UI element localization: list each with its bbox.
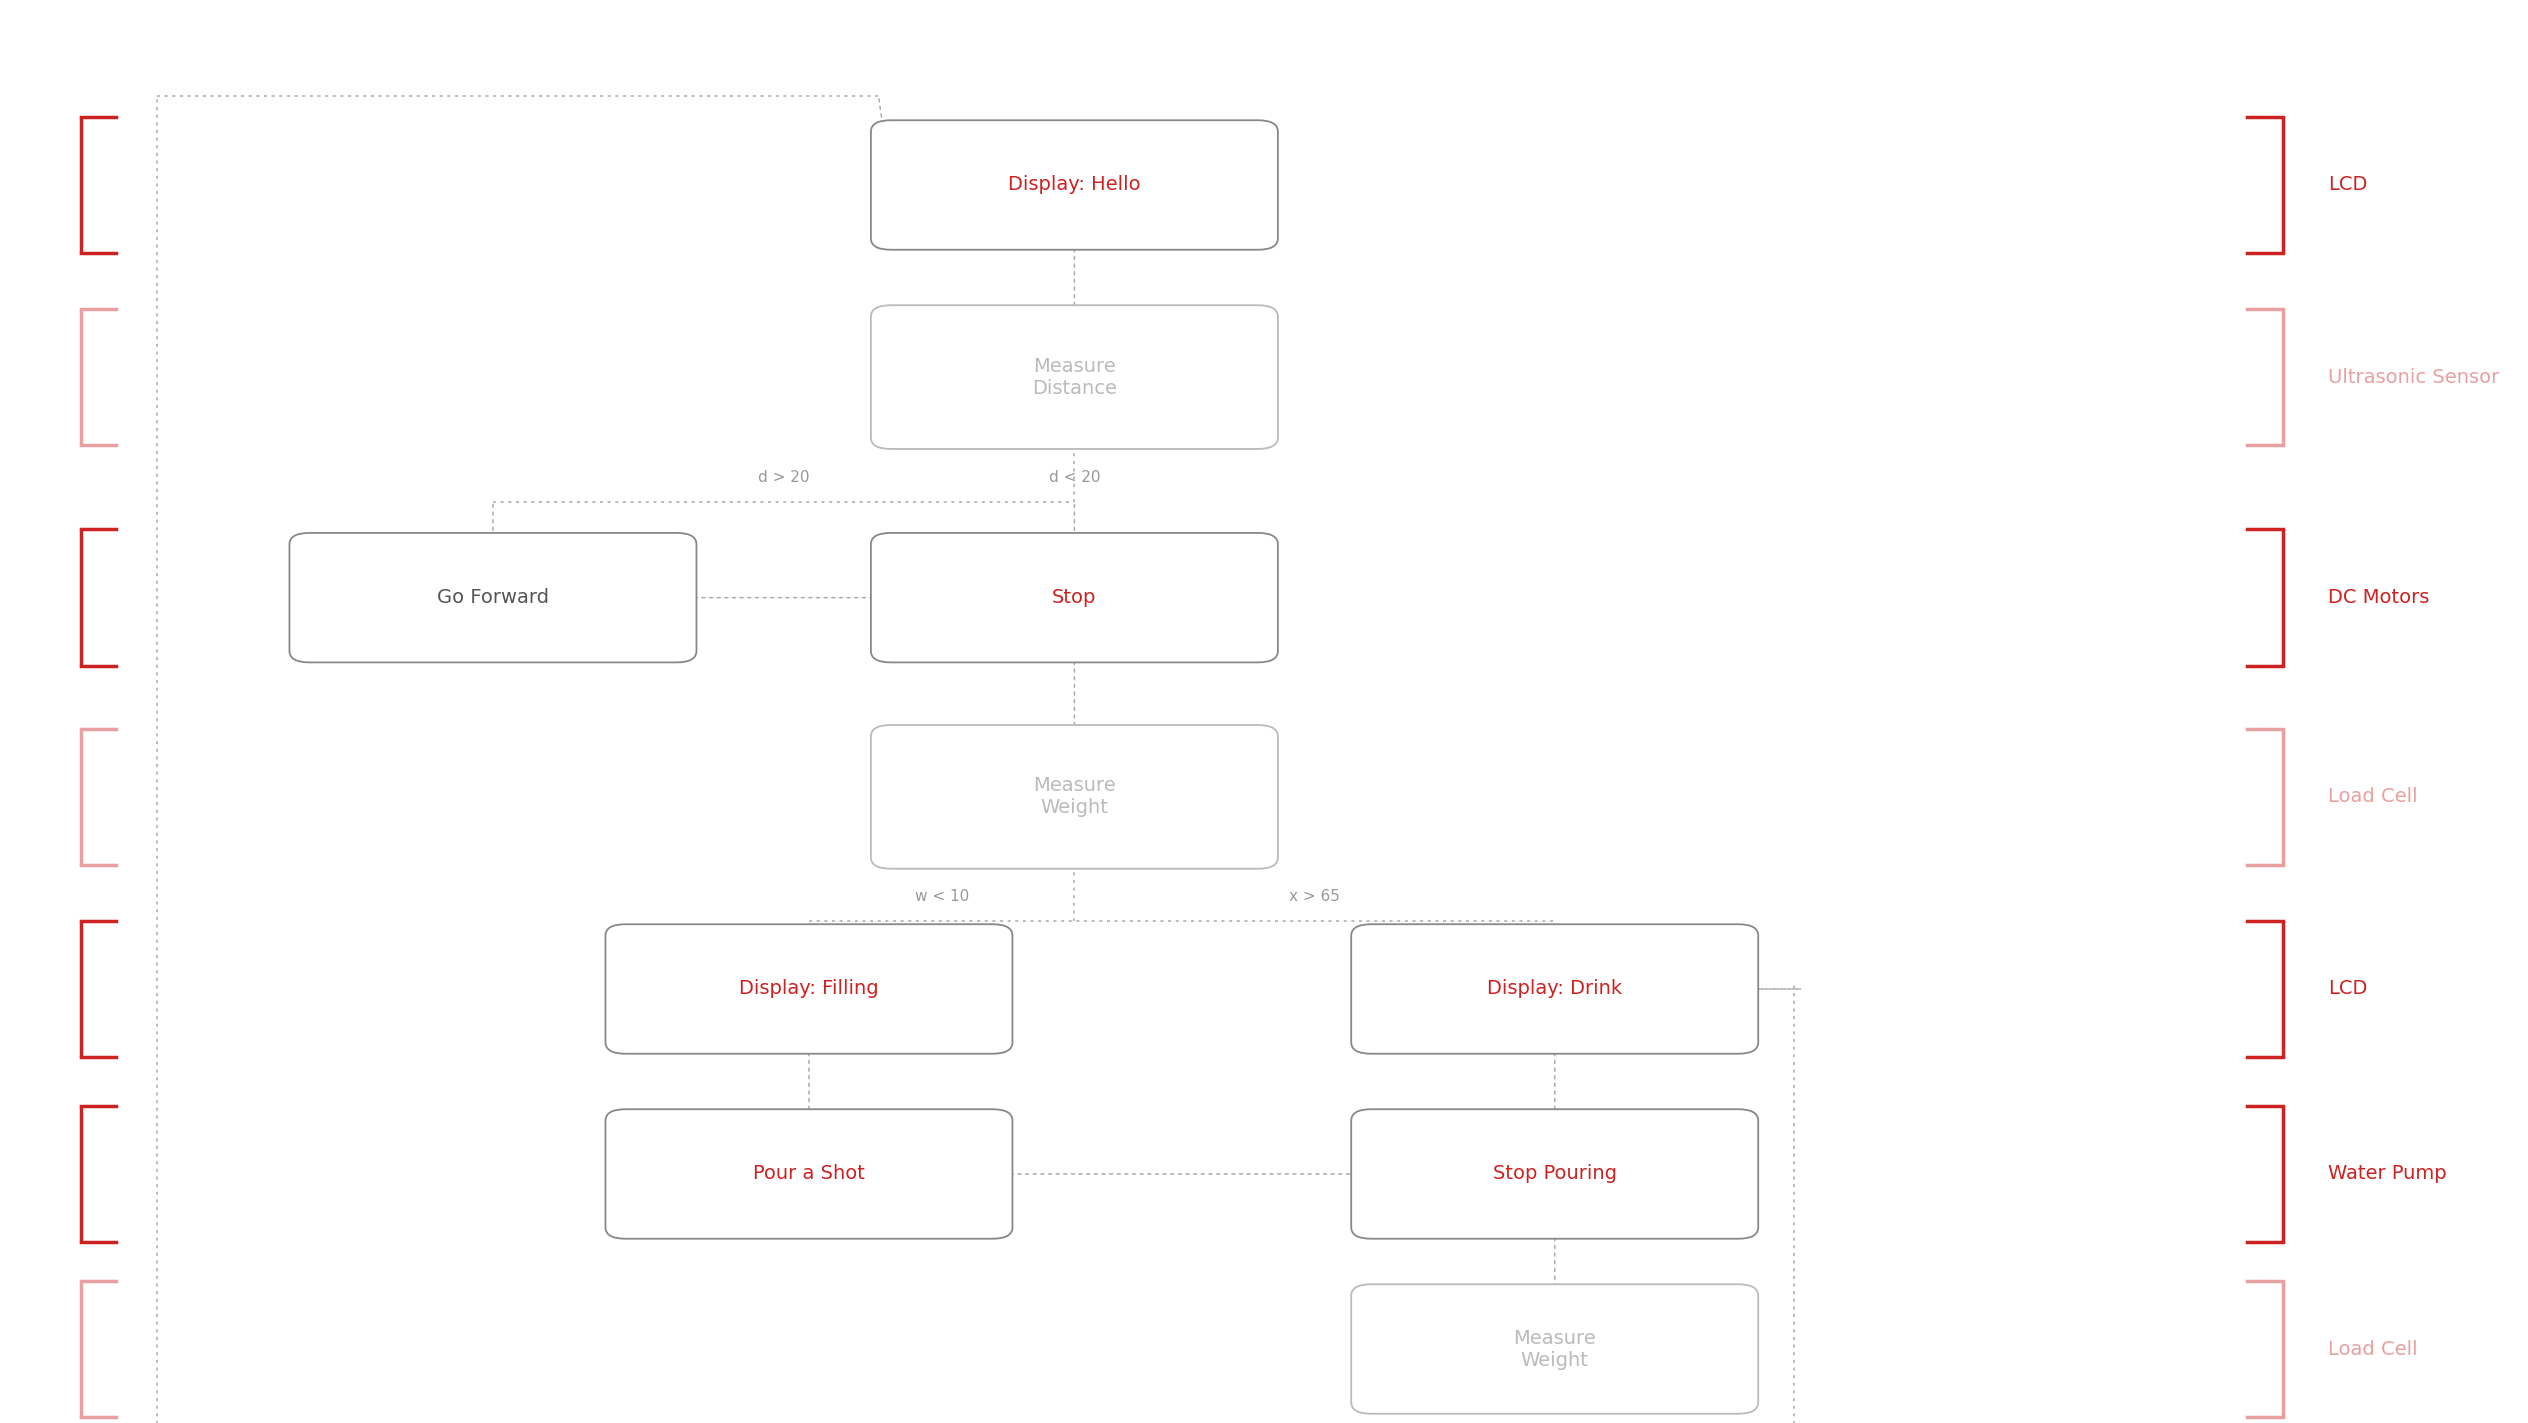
Text: d > 20: d > 20 (758, 470, 809, 484)
Text: Display: Filling: Display: Filling (738, 979, 880, 999)
Text: Measure
Weight: Measure Weight (1034, 777, 1115, 817)
FancyBboxPatch shape (870, 121, 1277, 250)
FancyBboxPatch shape (291, 534, 695, 663)
Text: Go Forward: Go Forward (437, 588, 549, 608)
FancyBboxPatch shape (870, 534, 1277, 663)
Text: Pour a Shot: Pour a Shot (753, 1164, 865, 1184)
Text: Measure
Weight: Measure Weight (1514, 1329, 1595, 1369)
Text: Load Cell: Load Cell (2328, 787, 2417, 807)
Text: Stop: Stop (1052, 588, 1097, 608)
Text: Display: Hello: Display: Hello (1009, 175, 1140, 195)
Text: Stop Pouring: Stop Pouring (1492, 1164, 1618, 1184)
Text: Measure
Distance: Measure Distance (1031, 357, 1117, 397)
FancyBboxPatch shape (607, 1110, 1011, 1238)
FancyBboxPatch shape (870, 306, 1277, 450)
Text: LCD: LCD (2328, 175, 2369, 195)
Text: Load Cell: Load Cell (2328, 1339, 2417, 1359)
Text: LCD: LCD (2328, 979, 2369, 999)
FancyBboxPatch shape (1350, 1284, 1759, 1414)
FancyBboxPatch shape (1350, 925, 1759, 1053)
FancyBboxPatch shape (1350, 1110, 1759, 1238)
Text: d < 20: d < 20 (1049, 470, 1100, 484)
Text: x > 65: x > 65 (1289, 889, 1340, 905)
FancyBboxPatch shape (870, 724, 1277, 868)
Text: DC Motors: DC Motors (2328, 588, 2429, 608)
Text: w < 10: w < 10 (915, 889, 968, 905)
Text: Ultrasonic Sensor: Ultrasonic Sensor (2328, 367, 2500, 387)
Text: Water Pump: Water Pump (2328, 1164, 2447, 1184)
Text: Display: Drink: Display: Drink (1486, 979, 1623, 999)
FancyBboxPatch shape (607, 925, 1011, 1053)
